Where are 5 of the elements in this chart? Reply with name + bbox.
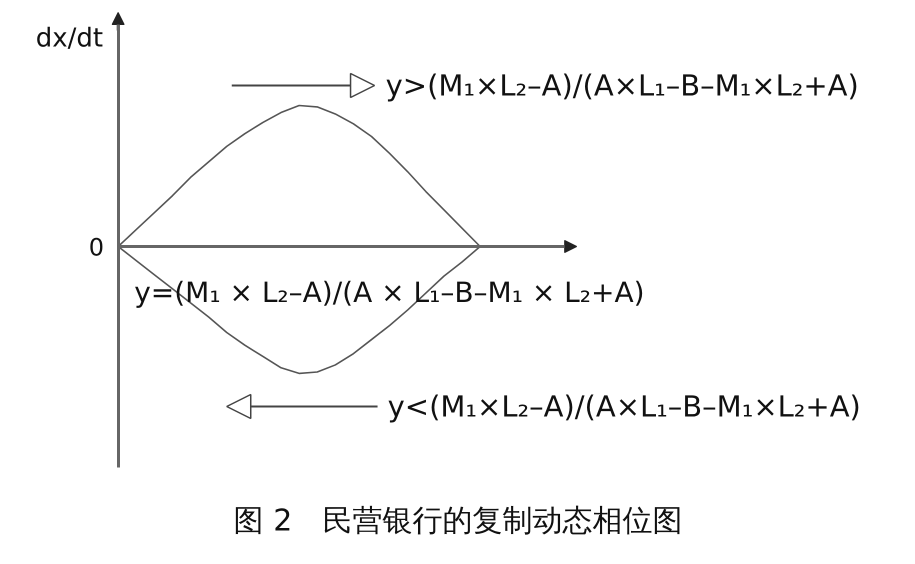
text: 图 2 民营银行的复制动态相位图 <box>234 504 682 538</box>
text: y<(M₁×L₂–A)/(A×L₁–B–M₁×L₂+A) <box>388 390 861 424</box>
text: 0 <box>88 234 104 262</box>
y-axis-title: dx/dt <box>36 24 104 54</box>
text: y>(M₁×L₂–A)/(A×L₁–B–M₁×L₂+A) <box>386 68 859 102</box>
